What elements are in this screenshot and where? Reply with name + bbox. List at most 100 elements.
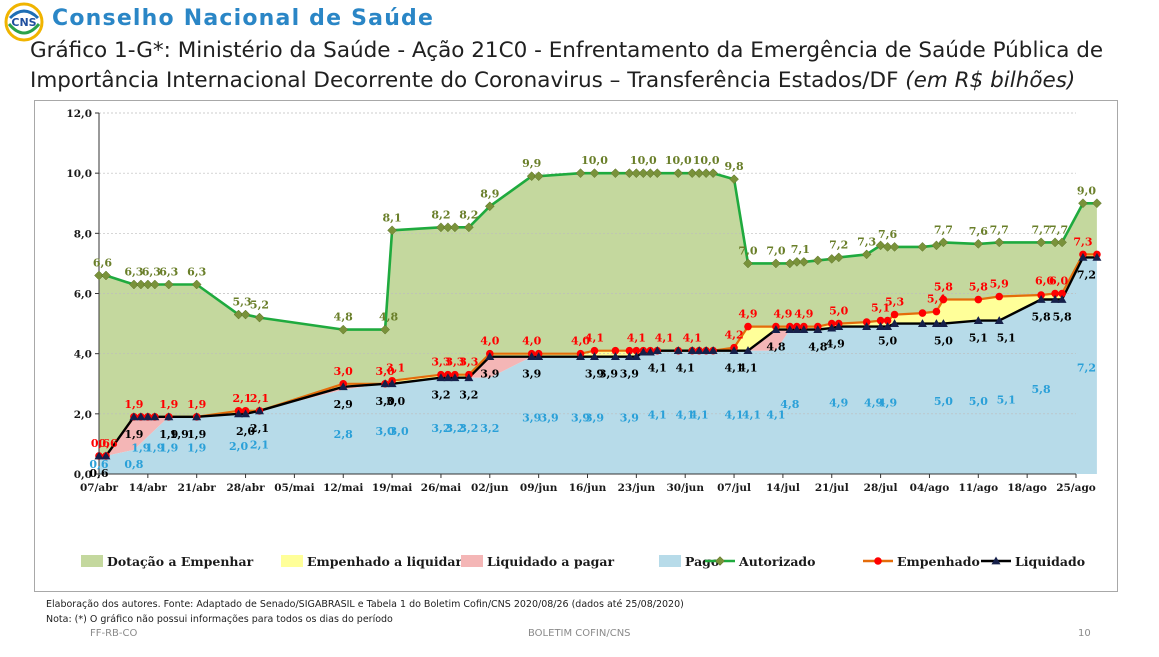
x-tick-label: 09/jun: [520, 482, 558, 494]
pago-data-label: 1,9: [159, 441, 178, 454]
liquidado-marker: [799, 325, 809, 333]
autorizado-marker: [792, 257, 802, 267]
autorizado-marker: [142, 279, 153, 290]
autorizado-marker: [875, 240, 886, 251]
area-dotacao-a-empenhar: [99, 173, 1097, 456]
pago-data-label: 5,0: [969, 395, 988, 408]
empenhado-data-label: 3,3: [445, 356, 464, 369]
autorizado-data-label: 8,2: [459, 208, 478, 221]
autorizado-marker: [743, 258, 753, 269]
autorizado-data-label: 7,0: [766, 244, 785, 257]
liquidado-marker: [931, 319, 941, 327]
legend-marker: [715, 556, 725, 566]
liquidado-marker: [136, 412, 146, 421]
liquidado-marker: [338, 382, 348, 391]
liquidado-marker: [973, 316, 983, 324]
liquidado-data-label: 5,0: [878, 335, 897, 348]
empenhado-marker: [611, 346, 620, 355]
footer-bulletin: BOLETIM COFIN/CNS: [528, 628, 631, 639]
liquidado-data-label: 3,0: [376, 395, 395, 408]
empenhado-data-label: 4,1: [683, 332, 702, 345]
liquidado-marker: [610, 352, 620, 361]
y-tick-label: 6,0: [74, 289, 92, 301]
empenhado-data-label: 4,2: [724, 329, 743, 342]
x-tick-label: 02/jun: [471, 482, 509, 494]
liquidado-marker: [485, 352, 495, 361]
x-tick-label: 19/mai: [372, 482, 412, 494]
liquidado-marker: [917, 319, 927, 327]
autorizado-marker: [631, 168, 642, 179]
autorizado-marker: [149, 279, 160, 290]
liquidado-marker: [729, 346, 739, 355]
autorizado-marker: [687, 168, 698, 179]
liquidado-data-label: 3,0: [386, 395, 405, 408]
autorizado-marker: [638, 168, 649, 179]
empenhado-data-label: 5,1: [871, 302, 890, 315]
liquidado-marker: [527, 352, 537, 361]
autorizado-data-label: 7,6: [878, 228, 897, 241]
autorizado-marker: [938, 237, 949, 248]
autorizado-marker: [1050, 237, 1060, 248]
pago-data-label: 4,1: [724, 408, 743, 421]
liquidado-data-label: 5,8: [1032, 311, 1051, 324]
org-title: Conselho Nacional de Saúde: [52, 6, 435, 31]
autorizado-marker: [101, 270, 111, 281]
pago-data-label: 4,9: [829, 396, 848, 409]
legend-swatch: [461, 555, 483, 567]
liquidado-marker: [813, 325, 823, 333]
legend-swatch: [81, 555, 103, 567]
liquidado-marker: [694, 346, 704, 355]
autorizado-data-label: 5,2: [250, 299, 269, 312]
empenhado-marker: [883, 316, 892, 325]
liquidado-marker: [1050, 295, 1060, 303]
autorizado-marker: [798, 257, 809, 267]
pago-data-label: 3,2: [431, 422, 450, 435]
liquidado-data-label: 1,9: [159, 428, 178, 441]
empenhado-marker: [1051, 289, 1059, 298]
autorizado-marker: [701, 168, 711, 179]
liquidado-marker: [241, 409, 251, 418]
liquidado-data-label: 0,6: [89, 467, 108, 480]
empenhado-data-label: 5,0: [829, 305, 848, 318]
slide-title: Gráfico 1-G*: Ministério da Saúde - Ação…: [30, 36, 1150, 96]
empenhado-data-label: 4,1: [627, 332, 646, 345]
empenhado-data-label: 1,9: [124, 398, 143, 411]
empenhado-data-label: 5,9: [990, 278, 1009, 291]
autorizado-data-label: 6,3: [159, 265, 178, 278]
liquidado-marker: [701, 346, 711, 355]
empenhado-data-label: 5,3: [885, 296, 904, 309]
liquidado-marker: [645, 347, 655, 356]
liquidado-data-label: 2,1: [250, 422, 269, 435]
empenhado-marker: [625, 346, 634, 355]
liquidado-marker: [534, 352, 544, 361]
autorizado-marker: [443, 222, 453, 233]
chart-container: 0,0 2,0 4,0 6,0 8,0 10,0 12,0 07/abr 14/abr 21/ab…: [34, 100, 1118, 592]
autorizado-marker: [1057, 237, 1067, 248]
empenhado-marker: [876, 316, 885, 325]
x-tick-label: 07/abr: [80, 482, 119, 494]
liquidado-marker: [443, 373, 453, 382]
autorizado-data-label: 7,1: [791, 243, 810, 256]
legend-swatch: [659, 555, 681, 567]
pago-data-label: 2,0: [229, 440, 248, 453]
liquidado-data-label: 3,9: [522, 368, 541, 381]
empenhado-data-label: 6,0: [1049, 275, 1068, 288]
pago-data-label: 3,0: [390, 425, 409, 438]
autorizado-marker: [191, 279, 202, 290]
liquidado-marker: [638, 347, 648, 356]
empenhado-data-label: 0,6: [91, 437, 110, 450]
cns-logo: CNS: [4, 2, 44, 42]
autorizado-data-label: 7,6: [969, 225, 988, 238]
autorizado-marker: [450, 222, 460, 233]
legend-marker: [874, 557, 882, 565]
x-tick-label: 11/ago: [958, 482, 998, 494]
empenhado-data-label: 4,9: [738, 308, 757, 321]
liquidado-marker: [1057, 295, 1067, 303]
pago-data-label: 3,0: [376, 425, 395, 438]
autorizado-data-label: 6,3: [142, 265, 161, 278]
autorizado-marker: [812, 255, 823, 266]
empenhado-marker: [1058, 289, 1066, 298]
y-tick-label: 8,0: [74, 228, 92, 240]
liquidado-marker: [380, 379, 390, 388]
empenhado-data-label: 3,3: [459, 356, 478, 369]
